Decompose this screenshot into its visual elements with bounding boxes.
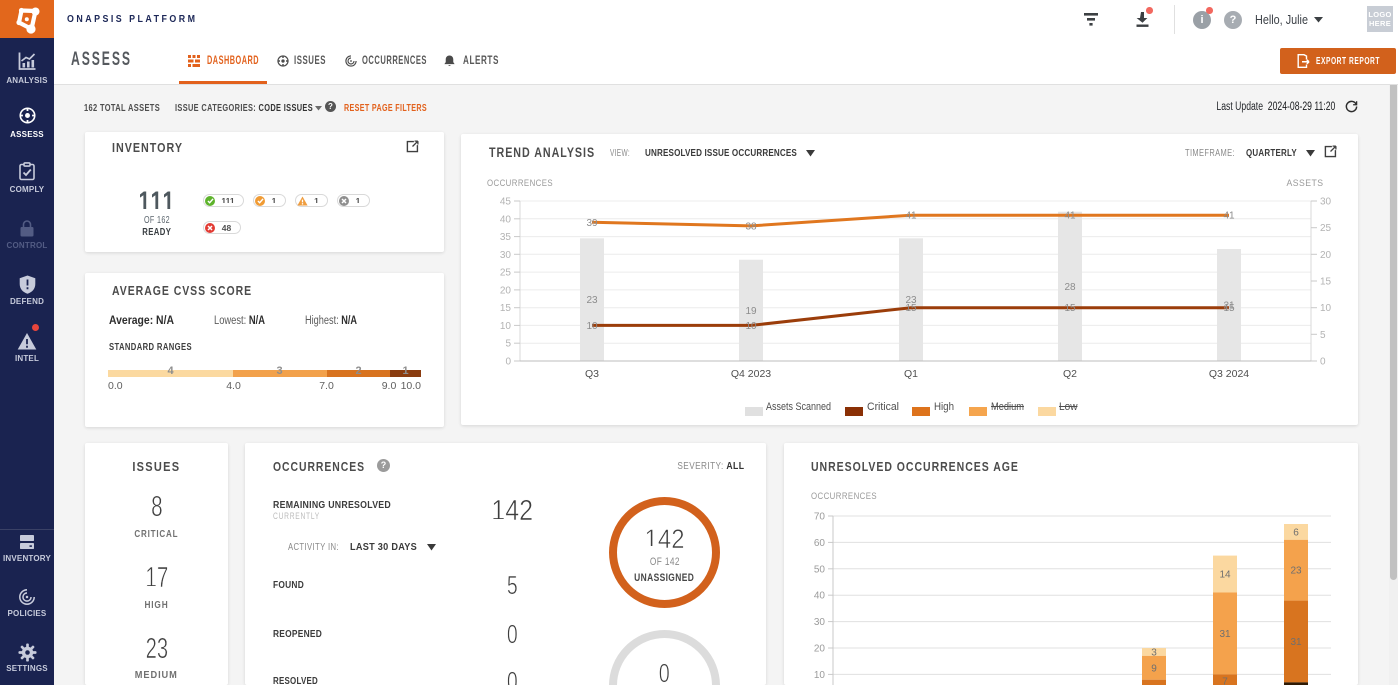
svg-text:Q3 2024: Q3 2024 xyxy=(1209,368,1249,380)
svg-text:14: 14 xyxy=(1219,570,1231,581)
svg-text:15: 15 xyxy=(1223,303,1235,314)
svg-text:23: 23 xyxy=(905,295,917,306)
svg-text:30: 30 xyxy=(500,250,512,261)
svg-text:21: 21 xyxy=(1223,301,1235,312)
svg-text:Q3: Q3 xyxy=(585,368,599,380)
svg-text:45: 45 xyxy=(500,197,512,208)
svg-text:41: 41 xyxy=(905,211,917,222)
svg-text:0: 0 xyxy=(505,357,511,368)
svg-text:20: 20 xyxy=(500,285,512,296)
svg-text:40: 40 xyxy=(814,591,826,602)
svg-text:10: 10 xyxy=(814,670,826,681)
svg-text:0: 0 xyxy=(1320,357,1326,368)
svg-text:39: 39 xyxy=(586,218,598,229)
svg-text:3: 3 xyxy=(1151,647,1157,658)
svg-text:15: 15 xyxy=(1064,303,1076,314)
svg-text:41: 41 xyxy=(1064,211,1076,222)
svg-text:31: 31 xyxy=(1219,629,1231,640)
svg-text:Q1: Q1 xyxy=(904,368,918,380)
svg-text:23: 23 xyxy=(586,295,598,306)
svg-text:60: 60 xyxy=(814,538,826,549)
svg-text:50: 50 xyxy=(814,564,826,575)
svg-text:23: 23 xyxy=(1290,566,1302,577)
svg-text:25: 25 xyxy=(1320,223,1332,234)
svg-text:40: 40 xyxy=(500,214,512,225)
svg-text:10: 10 xyxy=(745,321,757,332)
svg-text:6: 6 xyxy=(1293,527,1299,538)
svg-text:5: 5 xyxy=(505,339,511,350)
svg-text:9: 9 xyxy=(1151,663,1157,674)
svg-text:38: 38 xyxy=(745,221,757,232)
svg-text:25: 25 xyxy=(500,268,512,279)
svg-text:Q4 2023: Q4 2023 xyxy=(731,368,771,380)
svg-text:41: 41 xyxy=(1223,211,1235,222)
svg-text:15: 15 xyxy=(1320,277,1332,288)
svg-text:70: 70 xyxy=(814,512,826,523)
svg-text:5: 5 xyxy=(1320,330,1326,341)
svg-text:Q2: Q2 xyxy=(1063,368,1077,380)
svg-text:35: 35 xyxy=(500,232,512,243)
svg-text:10: 10 xyxy=(500,321,512,332)
svg-text:15: 15 xyxy=(905,303,917,314)
svg-text:19: 19 xyxy=(745,306,757,317)
svg-text:20: 20 xyxy=(814,644,826,655)
svg-text:30: 30 xyxy=(814,617,826,628)
svg-text:31: 31 xyxy=(1290,637,1302,648)
svg-text:28: 28 xyxy=(1064,282,1076,293)
svg-text:20: 20 xyxy=(1320,250,1332,261)
svg-text:15: 15 xyxy=(500,303,512,314)
svg-text:30: 30 xyxy=(1320,197,1332,208)
svg-text:7: 7 xyxy=(1222,677,1228,685)
svg-text:10: 10 xyxy=(1320,303,1332,314)
svg-text:10: 10 xyxy=(586,321,598,332)
